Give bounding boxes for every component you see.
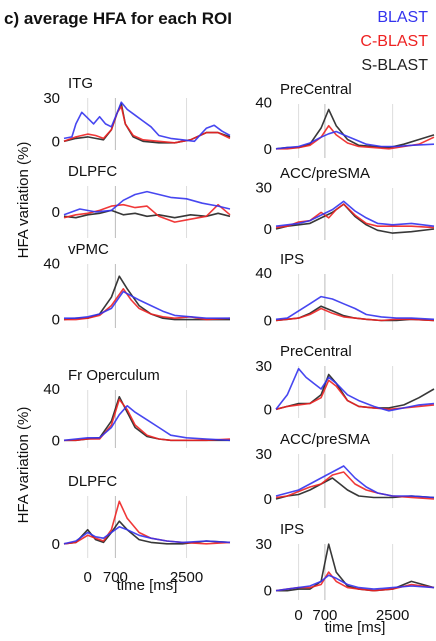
- series-line-c-blast: [64, 398, 231, 442]
- series-line-blast: [64, 290, 230, 319]
- series-line-blast: [275, 130, 435, 150]
- panel-1-5: IPS 30 0: [255, 521, 435, 600]
- series-line-s-blast: [63, 275, 230, 321]
- x-time-label-right: time [ms]: [325, 619, 386, 636]
- series-line-blast: [275, 295, 435, 321]
- y-tick-label: 0: [264, 583, 272, 600]
- series-line-blast: [63, 526, 231, 545]
- legend-c-blast: C-BLAST: [360, 33, 428, 50]
- roi-label: PreCentral: [280, 81, 352, 98]
- series-line-c-blast: [275, 203, 435, 229]
- series-line-blast: [63, 405, 231, 442]
- series-line-s-blast: [63, 520, 231, 545]
- x-time-label-left: time [ms]: [117, 577, 178, 594]
- y-tick-label: 30: [255, 536, 272, 553]
- legend: BLAST C-BLAST S-BLAST: [360, 9, 428, 74]
- series-line-blast: [275, 200, 435, 227]
- series-line-s-blast: [275, 203, 435, 234]
- x-tick-label: 0: [84, 569, 92, 586]
- legend-s-blast: S-BLAST: [361, 57, 428, 74]
- panel-0-0: ITG 30 0: [43, 75, 231, 150]
- y-tick-label: 0: [264, 141, 272, 158]
- y-tick-label: 0: [264, 491, 272, 508]
- roi-label: Fr Operculum: [68, 367, 160, 384]
- panel-1-0: PreCentral 40 0: [255, 81, 435, 158]
- series-line-c-blast: [63, 105, 231, 144]
- y-tick-label: 30: [255, 180, 272, 197]
- panel-0-1: DLPFC 0: [52, 163, 231, 238]
- roi-label: ACC/preSMA: [280, 431, 370, 448]
- y-tick-label: 40: [43, 256, 60, 273]
- x-tick-label: 0: [294, 607, 302, 624]
- panel-0-2: vPMC 40 0: [43, 241, 231, 329]
- series-line-blast: [63, 101, 231, 143]
- roi-label: IPS: [280, 251, 304, 268]
- series-line-c-blast: [63, 203, 231, 223]
- y-tick-label: 0: [52, 204, 60, 221]
- y-tick-label: 0: [52, 432, 60, 449]
- y-tick-label: 0: [264, 221, 272, 238]
- panels: ITG 30 0 DLPFC 0 vPMC 40 0 Fr Operculum 40 0 DLPFC 0…: [43, 75, 435, 600]
- roi-label: DLPFC: [68, 163, 117, 180]
- panel-0-3: Fr Operculum 40 0: [43, 367, 231, 449]
- series-line-s-blast: [276, 543, 435, 592]
- roi-label: vPMC: [68, 241, 109, 258]
- series-line-s-blast: [275, 373, 435, 411]
- y-tick-label: 0: [264, 312, 272, 329]
- y-tick-label: 0: [52, 536, 60, 553]
- roi-label: PreCentral: [280, 343, 352, 360]
- panel-1-1: ACC/preSMA 30 0: [255, 165, 435, 240]
- series-line-blast: [63, 190, 231, 216]
- roi-label: DLPFC: [68, 473, 117, 490]
- y-tick-label: 40: [43, 381, 60, 398]
- series-line-c-blast: [275, 307, 435, 322]
- roi-label: ITG: [68, 75, 93, 92]
- y-tick-label: 40: [255, 95, 272, 112]
- panel-1-4: ACC/preSMA 30 0: [255, 431, 435, 508]
- x-tick-label: 2500: [376, 607, 409, 624]
- figure-title: c) average HFA for each ROI: [4, 9, 232, 28]
- x-tick-label: 2500: [170, 569, 203, 586]
- y-tick-label: 0: [52, 133, 60, 150]
- series-line-s-blast: [64, 396, 230, 442]
- y-tick-label: 0: [52, 312, 60, 329]
- series-line-c-blast: [275, 471, 435, 500]
- panel-1-2: IPS 40 0: [255, 251, 435, 330]
- y-tick-label: 30: [255, 358, 272, 375]
- y-tick-label: 40: [255, 265, 272, 282]
- x-tick-label: 700: [312, 607, 337, 624]
- y-tick-label: 30: [43, 90, 60, 107]
- panel-1-3: PreCentral 30 0: [255, 343, 435, 418]
- series-line-blast: [275, 465, 435, 499]
- legend-blast: BLAST: [377, 9, 428, 26]
- series-line-s-blast: [275, 477, 435, 500]
- series-line-blast: [275, 367, 435, 412]
- roi-label: IPS: [280, 521, 304, 538]
- roi-label: ACC/preSMA: [280, 165, 370, 182]
- x-tick-label: 700: [103, 569, 128, 586]
- y-axis-label-bottom: HFA variation (%): [15, 407, 32, 524]
- series-line-c-blast: [275, 379, 435, 411]
- series-line-s-blast: [275, 108, 435, 150]
- y-axis-label-top: HFA variation (%): [15, 142, 32, 259]
- y-tick-label: 0: [264, 401, 272, 418]
- series-line-blast: [275, 574, 435, 592]
- y-tick-label: 30: [255, 446, 272, 463]
- panel-0-4: DLPFC 0: [52, 473, 231, 558]
